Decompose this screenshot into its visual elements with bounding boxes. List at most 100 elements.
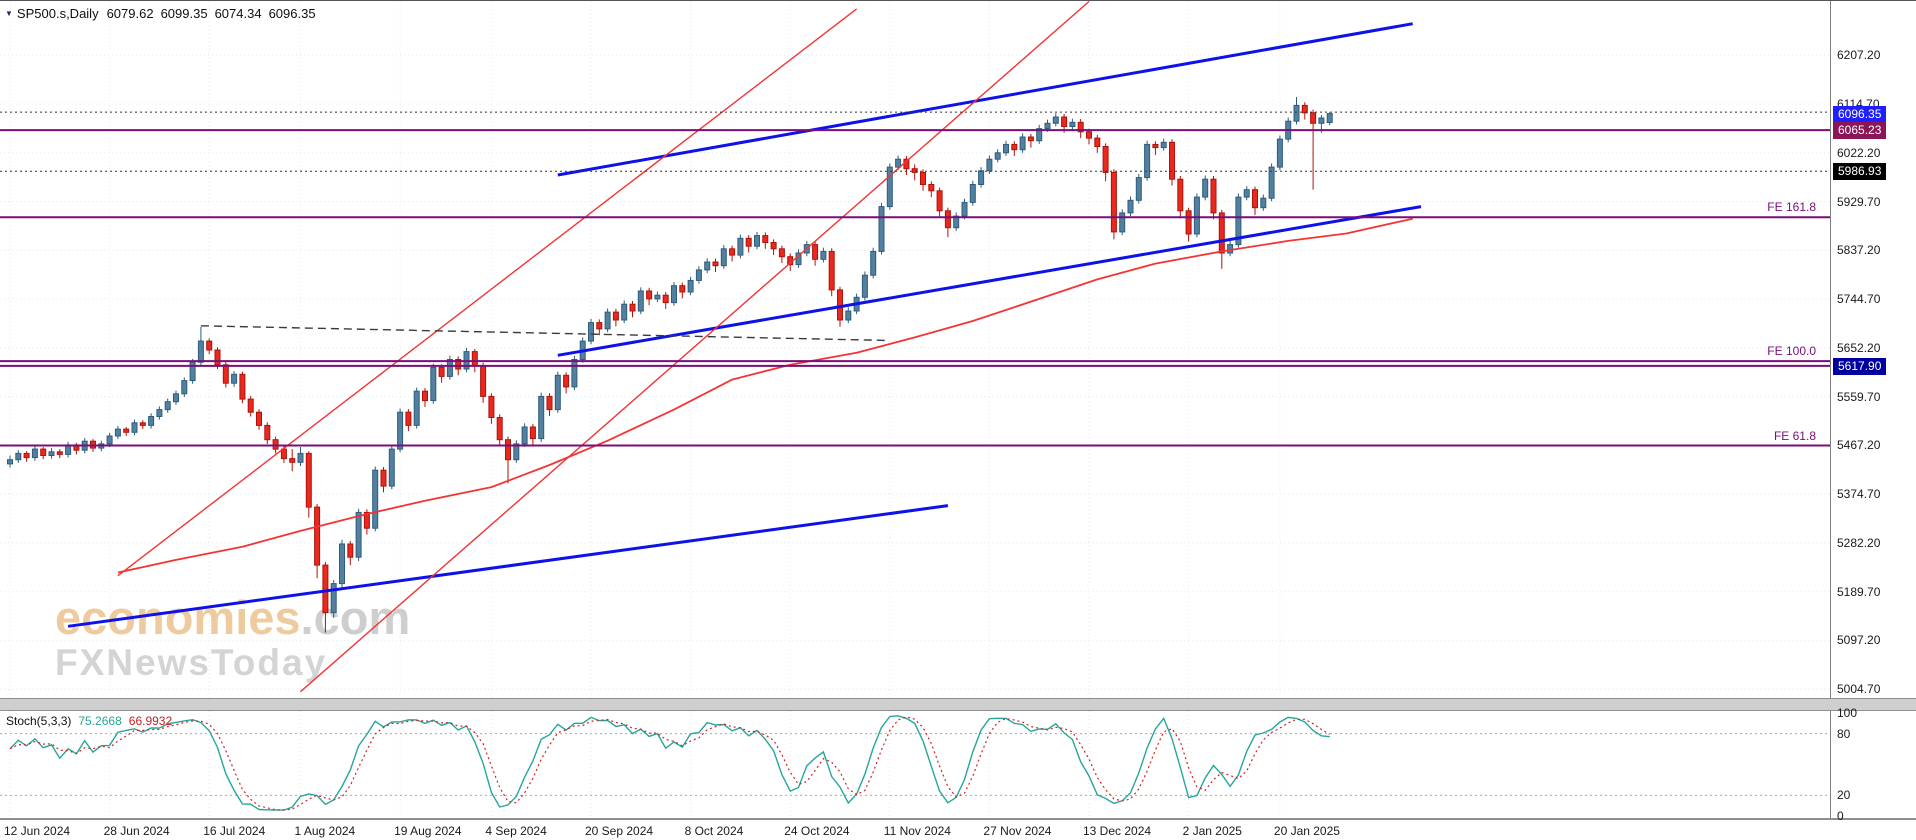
- price-badge: 5617.90: [1833, 357, 1887, 375]
- candle-body: [1036, 128, 1043, 142]
- candle-body: [496, 417, 503, 441]
- candle-body: [546, 395, 553, 411]
- candle-body: [189, 361, 196, 382]
- candle-body: [1293, 104, 1300, 122]
- indicator-d-value: 66.9932: [128, 714, 173, 728]
- candle-body: [1177, 178, 1184, 212]
- candle-body: [355, 511, 362, 558]
- candle-body: [1193, 196, 1200, 235]
- candle-body: [671, 285, 677, 304]
- candlestick-chart-svg[interactable]: [0, 1, 1830, 698]
- candle-body: [629, 303, 636, 312]
- price-tick-label: 5837.20: [1837, 243, 1881, 258]
- candle-body: [1127, 199, 1134, 214]
- candle-body: [820, 250, 827, 260]
- candle-body: [978, 170, 985, 186]
- candle-body: [994, 152, 1001, 160]
- candle-body: [571, 359, 578, 388]
- candle-body: [729, 248, 736, 256]
- price-tick-label: 5004.70: [1837, 682, 1881, 697]
- date-label: 16 Jul 2024: [203, 824, 266, 838]
- candle-body: [1252, 189, 1258, 209]
- candle-body: [322, 564, 329, 614]
- candle-body: [770, 242, 777, 250]
- panel-divider[interactable]: [0, 698, 1916, 711]
- ohlc-open: 6079.62: [106, 6, 154, 21]
- candle-body: [654, 294, 661, 300]
- candle-body: [505, 439, 511, 461]
- candle-body: [1019, 136, 1026, 151]
- date-label: 4 Sep 2024: [485, 824, 547, 838]
- date-label: 8 Oct 2024: [684, 824, 744, 838]
- stochastic-chart-svg[interactable]: [0, 711, 1830, 818]
- candle-body: [828, 250, 835, 291]
- candle-body: [222, 364, 229, 384]
- main-chart-area[interactable]: economies.com FXNewsToday ▼ SP500.s,Daily…: [0, 1, 1830, 698]
- candle-body: [1110, 171, 1117, 233]
- indicator-scale-label: 100: [1837, 706, 1858, 720]
- candle-body: [206, 340, 213, 351]
- time-axis[interactable]: 12 Jun 2024 28 Jun 2024 16 Jul 2024 1 Aug 2…: [0, 821, 1916, 840]
- candle-body: [1310, 112, 1317, 124]
- candle-body: [1152, 143, 1159, 149]
- stochastic-panel[interactable]: Stoch(5,3,3) 75.2668 66.9932: [0, 711, 1830, 818]
- candle-body: [588, 322, 594, 342]
- trendline-neckline-dashed: [200, 325, 890, 342]
- candle-body: [1227, 244, 1234, 254]
- candle-body: [114, 428, 121, 437]
- ohlc-close: 6096.35: [268, 6, 316, 21]
- candle-body: [886, 166, 893, 208]
- candle-body: [148, 416, 155, 426]
- date-label: 2 Jan 2025: [1182, 824, 1242, 838]
- candle-body: [953, 215, 960, 229]
- candle-body: [272, 439, 279, 450]
- chart-title: ▼ SP500.s,Daily 6079.62 6099.35 6074.34 6096.…: [5, 6, 323, 21]
- candle-body: [720, 248, 727, 267]
- candle-body: [247, 398, 254, 413]
- candle-body: [455, 359, 462, 370]
- candle-body: [446, 359, 453, 377]
- candle-body: [529, 426, 536, 440]
- candle-body: [413, 390, 420, 426]
- candle-body: [1069, 121, 1076, 128]
- price-tick-label: 5097.20: [1837, 633, 1881, 648]
- candle-body: [762, 235, 769, 244]
- date-label: 1 Aug 2024: [294, 824, 356, 838]
- candle-body: [1202, 178, 1209, 198]
- candle-body: [920, 171, 926, 185]
- candle-body: [961, 201, 968, 217]
- date-label: 13 Dec 2024: [1083, 824, 1152, 838]
- candle-body: [621, 303, 628, 321]
- candle-body: [405, 411, 412, 426]
- date-label: 11 Nov 2024: [883, 824, 951, 838]
- candle-body: [23, 452, 30, 459]
- candle-body: [372, 469, 379, 529]
- moving-average-line: [117, 217, 1413, 574]
- candle-body: [936, 190, 943, 212]
- date-label: 19 Aug 2024: [394, 824, 462, 838]
- price-tick-label: 6022.20: [1837, 145, 1881, 160]
- candle-body: [380, 469, 387, 487]
- price-badge: 5986.93: [1833, 163, 1887, 181]
- candle-body: [637, 290, 644, 312]
- candle-body: [1318, 117, 1325, 124]
- candle-body: [737, 237, 744, 256]
- candle-body: [1185, 210, 1192, 235]
- date-label: 20 Jan 2025: [1273, 824, 1340, 838]
- candle-body: [1003, 143, 1009, 154]
- candle-body: [363, 511, 370, 529]
- candle-body: [911, 168, 918, 173]
- symbol-dropdown-icon[interactable]: ▼: [5, 9, 13, 18]
- price-tick-label: 5744.70: [1837, 292, 1881, 306]
- candle-body: [347, 543, 354, 558]
- candle-body: [870, 250, 877, 276]
- candle-body: [1135, 177, 1142, 201]
- candle-body: [488, 395, 495, 418]
- candle-body: [1243, 189, 1250, 198]
- price-axis[interactable]: 6207.20 6114.70 6022.20 5929.70 5837.20 5744.…: [1830, 1, 1916, 823]
- candle-body: [704, 261, 711, 271]
- candle-body: [1260, 197, 1267, 209]
- candle-body: [164, 401, 171, 411]
- price-badge: 6096.35: [1833, 105, 1887, 123]
- candle-body: [289, 458, 296, 463]
